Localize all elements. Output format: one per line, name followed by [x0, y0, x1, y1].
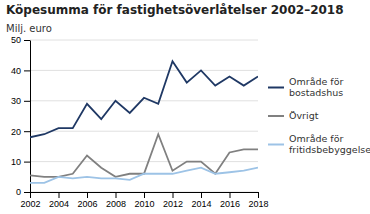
tick-label: 2006: [77, 199, 97, 209]
title: Köpesumma för fastighetsöverlåtelser 200…: [6, 3, 344, 17]
tick-label: 20: [11, 127, 21, 137]
tick: 2012: [163, 192, 183, 209]
grid-line: [30, 100, 258, 101]
plot: 2002 2004 2006 2008 2010 2012 2014 2016 2018 0 10 2…: [11, 35, 269, 209]
grid: [30, 40, 258, 192]
tick-label: 2002: [20, 199, 40, 209]
lines: [30, 61, 258, 183]
legend-swatch: [268, 87, 284, 89]
legend-label-line: bostadshus: [289, 87, 343, 98]
tick: 20: [11, 127, 30, 137]
tick-label: 2010: [134, 199, 154, 209]
grid-line: [30, 70, 258, 71]
tick: 2002: [20, 192, 40, 209]
series-line: [30, 168, 258, 183]
series-line: [30, 61, 258, 137]
tick-label: 2016: [220, 199, 240, 209]
legend-label: Område förfritidsbebyggelse: [289, 133, 370, 155]
tick-mark: [24, 192, 30, 193]
tick: 2018: [248, 192, 268, 209]
tick-label: 2008: [106, 199, 126, 209]
tick-label: 50: [11, 35, 21, 45]
chart: 2002 2004 2006 2008 2010 2012 2014 2016 2018 0 10 2…: [0, 0, 370, 214]
axis-line: [30, 41, 31, 193]
tick-mark: [24, 101, 30, 102]
legend-label-line: fritidsbebyggelse: [289, 144, 370, 155]
tick: 2016: [220, 192, 240, 209]
tick-label: 40: [11, 66, 21, 76]
legend-label-line: Område för: [289, 133, 344, 144]
tick-mark: [87, 192, 88, 198]
x-axis: 2002 2004 2006 2008 2010 2012 2014 2016 2018: [20, 192, 268, 209]
y-axis: 0 10 20 30 40 50: [11, 35, 31, 197]
tick: 10: [11, 157, 30, 167]
grid-line: [30, 40, 258, 41]
tick-label: 2014: [191, 199, 211, 209]
tick-mark: [116, 192, 117, 198]
tick: 50: [11, 35, 30, 45]
legend-label-line: Område för: [289, 76, 344, 87]
tick: 40: [11, 66, 30, 76]
legend-label: Område förbostadshus: [289, 76, 344, 98]
tick-label: 2012: [163, 199, 183, 209]
legend-swatch: [268, 115, 284, 117]
tick-label: 2004: [49, 199, 69, 209]
legend-label-line: Övrigt: [289, 110, 319, 121]
legend-label: Övrigt: [289, 110, 319, 121]
tick-mark: [24, 40, 30, 41]
tick-mark: [59, 192, 60, 198]
y-axis-title: Milj. euro: [6, 23, 52, 34]
series-line: [30, 134, 258, 177]
legend: Område förbostadshusÖvrigtOmråde förfrit…: [268, 76, 370, 155]
tick-mark: [24, 162, 30, 163]
legend-item: Område förfritidsbebyggelse: [268, 133, 370, 155]
grid-line: [30, 131, 258, 132]
tick-mark: [144, 192, 145, 198]
tick-mark: [230, 192, 231, 198]
legend-item: Övrigt: [268, 110, 319, 121]
tick-mark: [24, 70, 30, 71]
tick-label: 0: [16, 187, 21, 197]
tick: 2010: [134, 192, 154, 209]
legend-item: Område förbostadshus: [268, 76, 344, 98]
tick-mark: [173, 192, 174, 198]
tick-mark: [201, 192, 202, 198]
tick: 2004: [49, 192, 69, 209]
tick-label: 30: [11, 96, 21, 106]
tick-mark: [24, 131, 30, 132]
legend-swatch: [268, 144, 284, 146]
tick-mark: [30, 192, 31, 198]
tick-label: 2018: [248, 199, 268, 209]
tick: 2006: [77, 192, 97, 209]
tick: 30: [11, 96, 30, 106]
tick-mark: [258, 192, 259, 198]
tick-label: 10: [11, 157, 21, 167]
tick: 2014: [191, 192, 211, 209]
tick: 2008: [106, 192, 126, 209]
tick: 0: [16, 187, 30, 197]
